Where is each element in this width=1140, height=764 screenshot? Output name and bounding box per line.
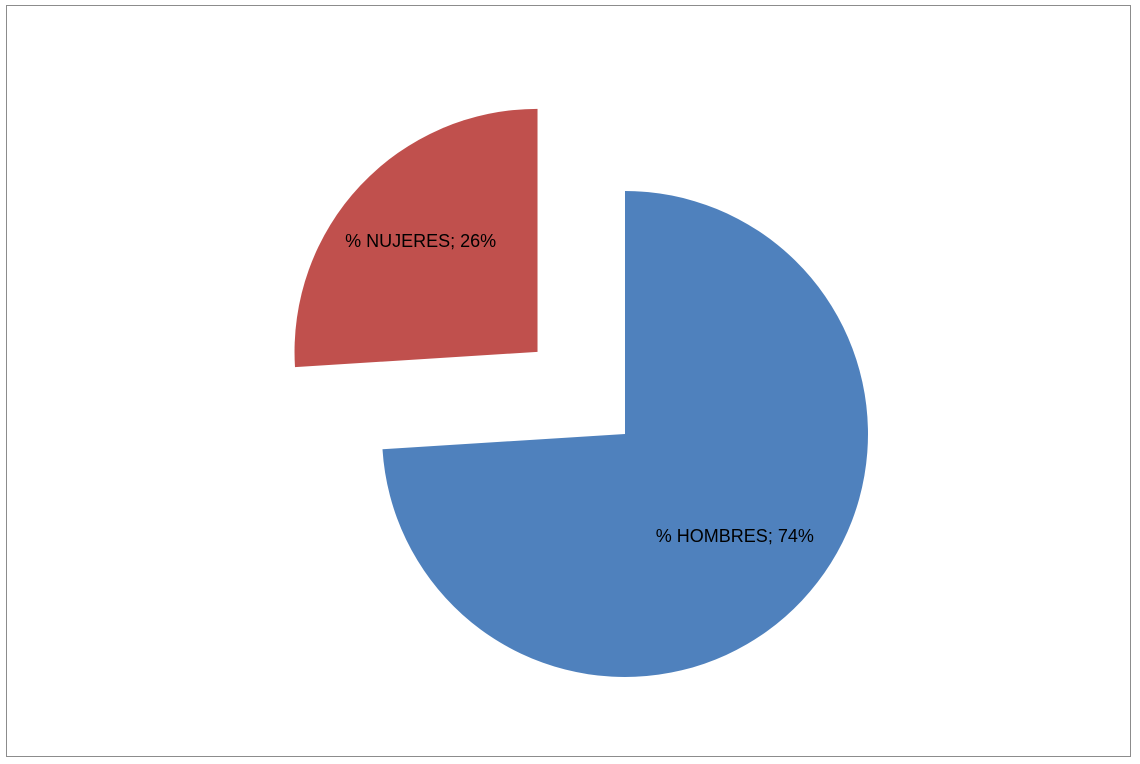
pie-slice-nujeres xyxy=(294,108,538,368)
data-label-hombres: % HOMBRES; 74% xyxy=(656,526,814,546)
pie-slice-hombres xyxy=(382,191,869,677)
slices-layer xyxy=(294,108,869,677)
data-label-nujeres: % NUJERES; 26% xyxy=(345,231,496,251)
labels-layer: % HOMBRES; 74% % NUJERES; 26% xyxy=(345,231,814,546)
